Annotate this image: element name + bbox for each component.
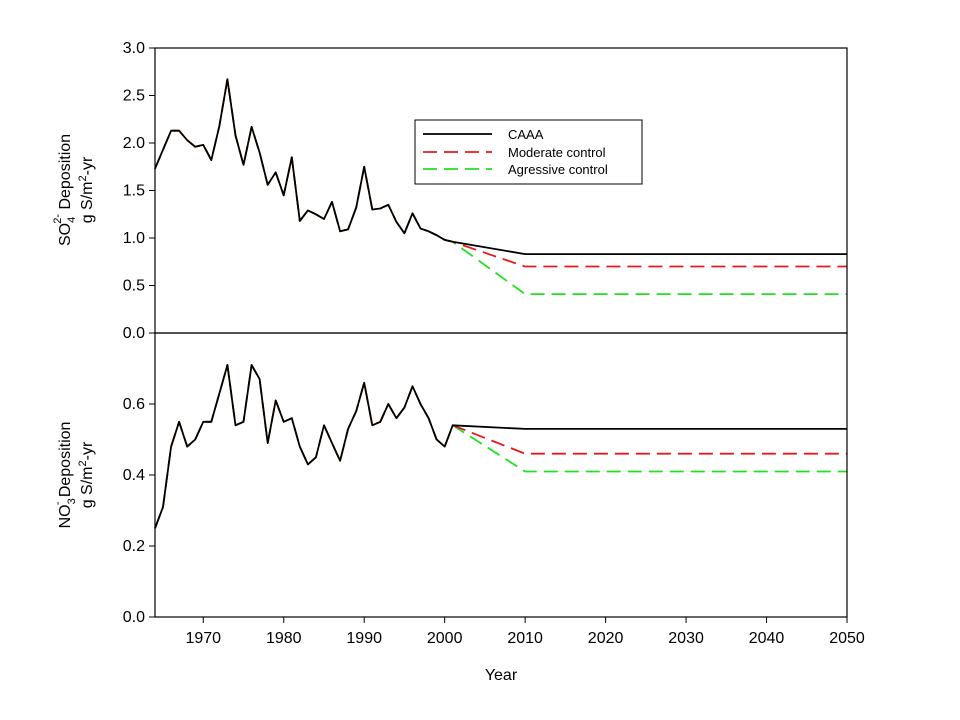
x-tick-label: 2000 <box>427 630 463 647</box>
no3-y-tick-label: 0.2 <box>123 538 145 555</box>
no3-ylabel-units: g S/m2-yr <box>77 441 96 508</box>
no3-units-post: -yr <box>79 441 96 460</box>
no3-series <box>154 364 847 529</box>
so4-ylabel-sup: 2- <box>52 214 64 224</box>
so4-y-tick-label: 2.5 <box>123 88 145 105</box>
x-tick-label: 2030 <box>668 630 704 647</box>
legend-label-aggressive: Agressive control <box>508 162 608 177</box>
legend-label-moderate: Moderate control <box>508 145 606 160</box>
no3-plot-frame <box>154 332 848 618</box>
no3-ylabel-main: NO <box>57 504 74 528</box>
x-axis: 1970 1980 1990 2000 2010 2020 2030 2040 2050 <box>185 617 865 647</box>
no3-units-pre: g S/m <box>79 466 96 508</box>
legend-label-caaa: CAAA <box>508 127 544 142</box>
so4-y-tick-label: 3.0 <box>123 40 145 57</box>
no3-units-sup: 2 <box>77 460 89 466</box>
so4-ylabel-main: SO <box>57 223 74 246</box>
x-tick-label: 2040 <box>749 630 785 647</box>
no3-y-tick-label: 0.0 <box>123 609 145 626</box>
x-tick-label: 2010 <box>507 630 543 647</box>
so4-units-pre: g S/m <box>79 181 96 223</box>
no3-ylabel-sup: - <box>52 501 64 505</box>
x-tick-label: 2050 <box>829 630 865 647</box>
x-tick-label: 1970 <box>185 630 221 647</box>
so4-ylabel-sub: 4 <box>66 217 78 223</box>
no3-ylabel: NO3- Deposition <box>52 422 78 529</box>
no3-ylabel-sub: 3 <box>66 498 78 504</box>
so4-series-caaa <box>154 78 847 256</box>
no3-ylabel-rest: Deposition <box>57 422 74 502</box>
so4-y-tick-label: 2.0 <box>123 135 145 152</box>
so4-y-tick-label: 1.5 <box>123 183 145 200</box>
so4-ylabel-rest: Deposition <box>57 134 74 214</box>
x-tick-label: 2020 <box>588 630 624 647</box>
no3-y-ticks: 0.0 0.2 0.4 0.6 <box>123 396 155 626</box>
so4-series <box>154 78 847 296</box>
so4-ylabel-units: g S/m2-yr <box>77 156 96 223</box>
x-tick-label: 1990 <box>346 630 382 647</box>
legend: CAAA Moderate control Agressive control <box>414 119 643 185</box>
so4-y-tick-label: 0.0 <box>123 325 145 342</box>
so4-y-tick-label: 0.5 <box>123 278 145 295</box>
no3-y-tick-label: 0.4 <box>123 467 145 484</box>
so4-units-sup: 2 <box>77 175 89 181</box>
no3-panel: 0.0 0.2 0.4 0.6 NO3- Deposition g S/m2-yr <box>52 332 848 626</box>
no3-series-caaa <box>154 364 847 529</box>
so4-ylabel: SO42- Deposition <box>52 134 78 246</box>
so4-y-ticks: 0.0 0.5 1.0 1.5 2.0 2.5 3.0 <box>123 40 155 342</box>
no3-y-tick-label: 0.6 <box>123 396 145 413</box>
so4-units-post: -yr <box>79 156 96 175</box>
so4-y-tick-label: 1.0 <box>123 230 145 247</box>
x-axis-title: Year <box>485 667 518 684</box>
x-tick-label: 1980 <box>266 630 302 647</box>
so4-panel: 0.0 0.5 1.0 1.5 2.0 2.5 3.0 SO42- Deposition g… <box>52 40 848 342</box>
